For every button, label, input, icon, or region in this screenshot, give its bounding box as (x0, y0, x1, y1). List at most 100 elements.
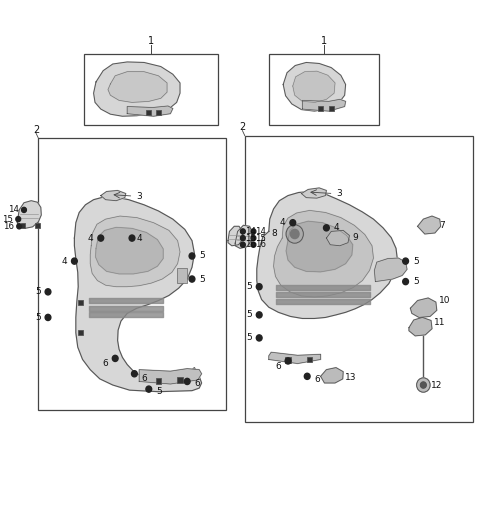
Text: 6: 6 (102, 359, 108, 368)
Text: 13: 13 (345, 373, 356, 382)
Circle shape (304, 373, 310, 379)
Bar (38, 138, 226, 410)
Polygon shape (94, 62, 180, 116)
Polygon shape (274, 210, 373, 297)
Text: 6: 6 (142, 374, 147, 383)
Polygon shape (321, 368, 343, 383)
Bar (285, 357, 291, 362)
Circle shape (189, 276, 195, 282)
Circle shape (403, 279, 408, 285)
Text: 5: 5 (199, 274, 205, 284)
Circle shape (286, 225, 303, 243)
Polygon shape (293, 71, 335, 102)
Polygon shape (410, 298, 437, 317)
Polygon shape (74, 197, 202, 392)
Circle shape (45, 289, 51, 295)
Text: 6: 6 (194, 379, 200, 389)
Text: 1: 1 (148, 36, 154, 47)
Circle shape (251, 242, 256, 247)
Circle shape (129, 235, 135, 241)
Text: 16: 16 (255, 240, 266, 249)
Bar (318, 106, 323, 111)
Text: 5: 5 (413, 257, 419, 266)
Circle shape (16, 217, 21, 222)
Polygon shape (17, 201, 41, 228)
Circle shape (421, 382, 426, 388)
Text: 4: 4 (88, 233, 94, 243)
Text: 4: 4 (280, 218, 286, 227)
Circle shape (132, 371, 137, 377)
Polygon shape (269, 352, 321, 364)
Text: 4: 4 (137, 233, 143, 243)
Circle shape (251, 229, 256, 234)
Polygon shape (302, 99, 346, 111)
Circle shape (256, 335, 262, 341)
Polygon shape (235, 225, 252, 248)
Polygon shape (374, 258, 407, 282)
Bar (84, 54, 218, 125)
Polygon shape (326, 230, 349, 246)
Text: 12: 12 (431, 380, 443, 390)
Text: 1: 1 (321, 36, 327, 47)
Circle shape (240, 236, 245, 241)
Polygon shape (283, 62, 346, 111)
Text: 4: 4 (334, 223, 339, 232)
Text: 15: 15 (245, 233, 256, 243)
Bar (177, 377, 182, 383)
Text: 15: 15 (255, 233, 266, 243)
Polygon shape (286, 221, 353, 272)
Circle shape (324, 225, 329, 231)
Polygon shape (101, 190, 126, 201)
Bar (78, 300, 83, 305)
Text: 3: 3 (136, 191, 142, 201)
Circle shape (112, 355, 118, 361)
Bar (245, 136, 473, 422)
Bar (156, 378, 161, 384)
Bar (156, 110, 161, 115)
Text: 5: 5 (156, 387, 162, 396)
Circle shape (45, 314, 51, 321)
Bar (269, 54, 379, 125)
Text: 5: 5 (35, 287, 41, 296)
Circle shape (72, 258, 77, 264)
Text: 2: 2 (33, 125, 39, 135)
Circle shape (417, 378, 430, 392)
Text: 4: 4 (61, 257, 67, 266)
Polygon shape (257, 191, 397, 318)
Polygon shape (409, 317, 432, 336)
Text: 14: 14 (8, 205, 19, 215)
Bar (329, 106, 334, 111)
Circle shape (403, 258, 408, 264)
Polygon shape (139, 369, 202, 384)
Text: 6: 6 (314, 375, 320, 385)
Circle shape (290, 229, 299, 239)
Circle shape (240, 242, 245, 247)
Bar (146, 110, 151, 115)
Polygon shape (418, 216, 441, 234)
Text: 14: 14 (245, 227, 256, 236)
Circle shape (146, 386, 152, 392)
Circle shape (98, 235, 104, 241)
Text: 5: 5 (35, 313, 41, 322)
Text: 11: 11 (434, 318, 446, 327)
Bar (36, 223, 39, 227)
Text: 8: 8 (271, 229, 277, 239)
Text: 2: 2 (239, 122, 246, 133)
Polygon shape (96, 227, 163, 274)
Circle shape (420, 382, 426, 388)
Circle shape (251, 236, 256, 241)
Text: 6: 6 (275, 361, 281, 371)
Text: 14: 14 (255, 227, 266, 236)
Circle shape (256, 284, 262, 290)
Text: 5: 5 (246, 310, 252, 319)
Text: 5: 5 (199, 251, 205, 261)
Text: 3: 3 (336, 189, 342, 198)
Polygon shape (301, 188, 326, 198)
Bar (78, 330, 83, 335)
Circle shape (22, 207, 26, 212)
Text: 7: 7 (439, 221, 445, 230)
Text: 9: 9 (353, 232, 359, 242)
Text: 5: 5 (246, 333, 252, 343)
Text: 5: 5 (413, 277, 419, 286)
Polygon shape (90, 216, 180, 287)
